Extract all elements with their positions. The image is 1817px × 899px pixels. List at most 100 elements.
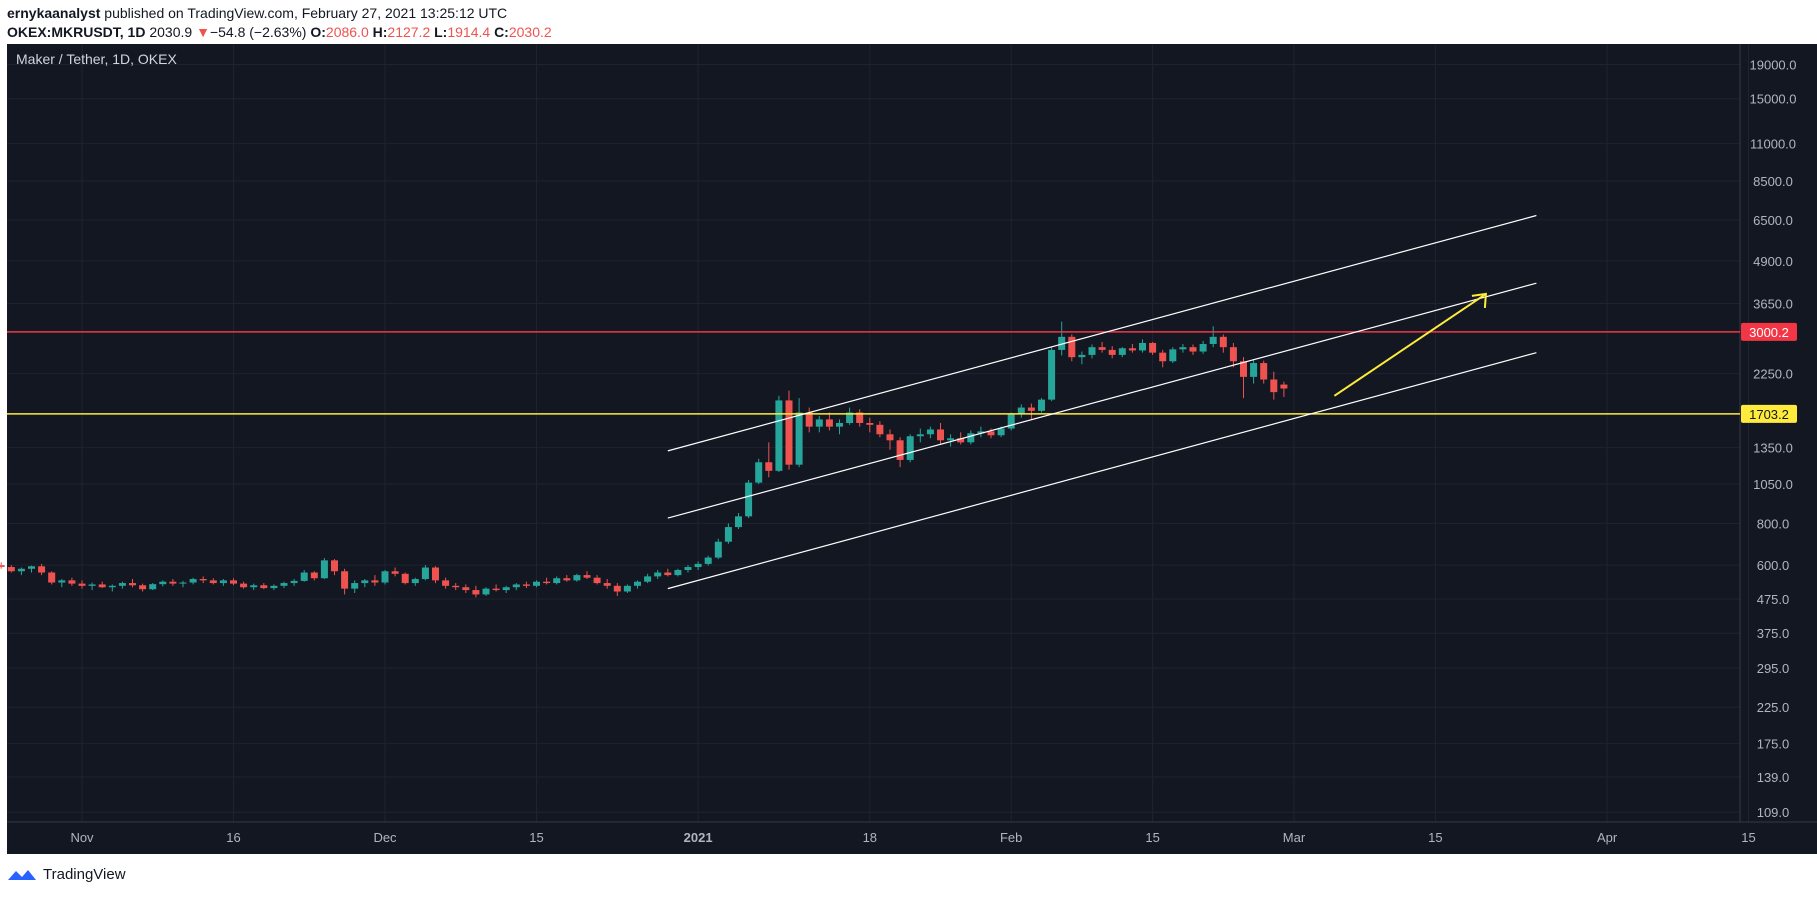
candle-body[interactable] [957,438,965,443]
candle-body[interactable] [613,585,621,592]
candle-body[interactable] [98,584,106,588]
candle-body[interactable] [290,580,298,584]
candle-body[interactable] [947,438,955,441]
candle-body[interactable] [1048,349,1056,400]
candle-body[interactable] [1088,347,1096,355]
candle-body[interactable] [260,585,268,589]
candle-body[interactable] [230,580,237,584]
candle-body[interactable] [0,565,5,568]
candle-body[interactable] [997,428,1005,436]
candle-body[interactable] [1038,399,1045,411]
candle-body[interactable] [432,567,439,581]
candle-body[interactable] [159,581,167,585]
candle-body[interactable] [765,462,773,471]
candle-body[interactable] [1007,414,1015,429]
candle-body[interactable] [724,527,732,542]
candle-body[interactable] [896,440,904,460]
candle-body[interactable] [1209,336,1217,345]
candle-body[interactable] [300,572,308,581]
candle-body[interactable] [694,563,702,568]
candle-body[interactable] [856,412,864,423]
candle-body[interactable] [573,575,581,581]
candle-body[interactable] [88,584,96,586]
candle-body[interactable] [735,516,742,528]
candle-body[interactable] [795,412,803,465]
candle-body[interactable] [684,567,692,571]
candle-body[interactable] [361,580,369,584]
candle-body[interactable] [906,436,914,460]
candle-body[interactable] [1260,363,1268,380]
candle-body[interactable] [916,434,924,437]
candle-body[interactable] [644,576,652,582]
candle-body[interactable] [38,566,46,573]
candle-body[interactable] [17,568,25,572]
candle-body[interactable] [1078,354,1086,358]
candle-body[interactable] [846,412,854,423]
candle-body[interactable] [219,580,227,584]
candle-body[interactable] [1179,347,1187,350]
candle-body[interactable] [78,583,86,586]
candle-body[interactable] [1250,363,1258,377]
candle-body[interactable] [512,584,520,588]
candle-body[interactable] [836,422,843,427]
candle-body[interactable] [785,400,793,465]
channel-line-1[interactable] [667,282,1537,519]
candle-body[interactable] [28,566,35,569]
candle-body[interactable] [553,578,561,584]
candle-body[interactable] [815,419,823,427]
candle-body[interactable] [189,579,197,583]
candle-body[interactable] [937,429,944,441]
candle-body[interactable] [593,577,601,584]
candle-body[interactable] [967,433,975,443]
candle-body[interactable] [805,412,813,427]
candle-body[interactable] [310,572,318,579]
candle-body[interactable] [714,541,722,558]
candle-body[interactable] [583,575,591,578]
candle-body[interactable] [452,585,460,588]
candle-body[interactable] [755,462,763,483]
candle-body[interactable] [341,571,349,589]
candle-body[interactable] [391,571,399,574]
candle-body[interactable] [876,424,884,435]
candle-body[interactable] [1068,336,1076,358]
candle-body[interactable] [1058,336,1066,350]
candle-body[interactable] [7,567,15,572]
candle-body[interactable] [533,581,540,586]
candle-body[interactable] [1098,347,1106,350]
candle-body[interactable] [462,587,470,591]
candle-body[interactable] [411,579,419,584]
candle-body[interactable] [401,573,409,584]
candle-body[interactable] [987,431,995,436]
candle-body[interactable] [1017,407,1025,415]
projection-arrow[interactable] [1333,293,1487,397]
candle-body[interactable] [654,572,662,577]
channel-line-0[interactable] [667,214,1537,452]
candle-body[interactable] [1270,379,1278,393]
candle-body[interactable] [623,585,631,592]
chart-area[interactable]: 3000.2 1703.2 Maker / Tether, 1D, OKEX 1900… [0,44,1817,854]
price-chart[interactable]: 3000.2 1703.2 Maker / Tether, 1D, OKEX 1900… [0,44,1817,854]
candle-body[interactable] [634,581,641,586]
candle-body[interactable] [1219,336,1227,348]
candle-body[interactable] [674,570,682,576]
author-name[interactable]: ernykaanalyst [7,5,101,21]
candle-body[interactable] [825,419,833,427]
candle-body[interactable] [209,580,217,584]
candle-body[interactable] [664,572,672,576]
candle-body[interactable] [1240,361,1247,377]
candle-body[interactable] [745,482,753,517]
candle-body[interactable] [482,588,490,595]
candle-body[interactable] [866,422,874,425]
candle-body[interactable] [331,560,338,572]
candle-body[interactable] [472,590,480,595]
candle-body[interactable] [442,580,450,586]
channel-line-2[interactable] [667,352,1537,590]
candle-body[interactable] [129,583,136,586]
candle-body[interactable] [48,572,56,583]
candle-body[interactable] [270,585,278,589]
candle-body[interactable] [149,584,157,590]
candle-body[interactable] [68,580,76,584]
candle-body[interactable] [240,583,248,588]
candle-body[interactable] [199,579,207,581]
candle-body[interactable] [926,429,934,435]
